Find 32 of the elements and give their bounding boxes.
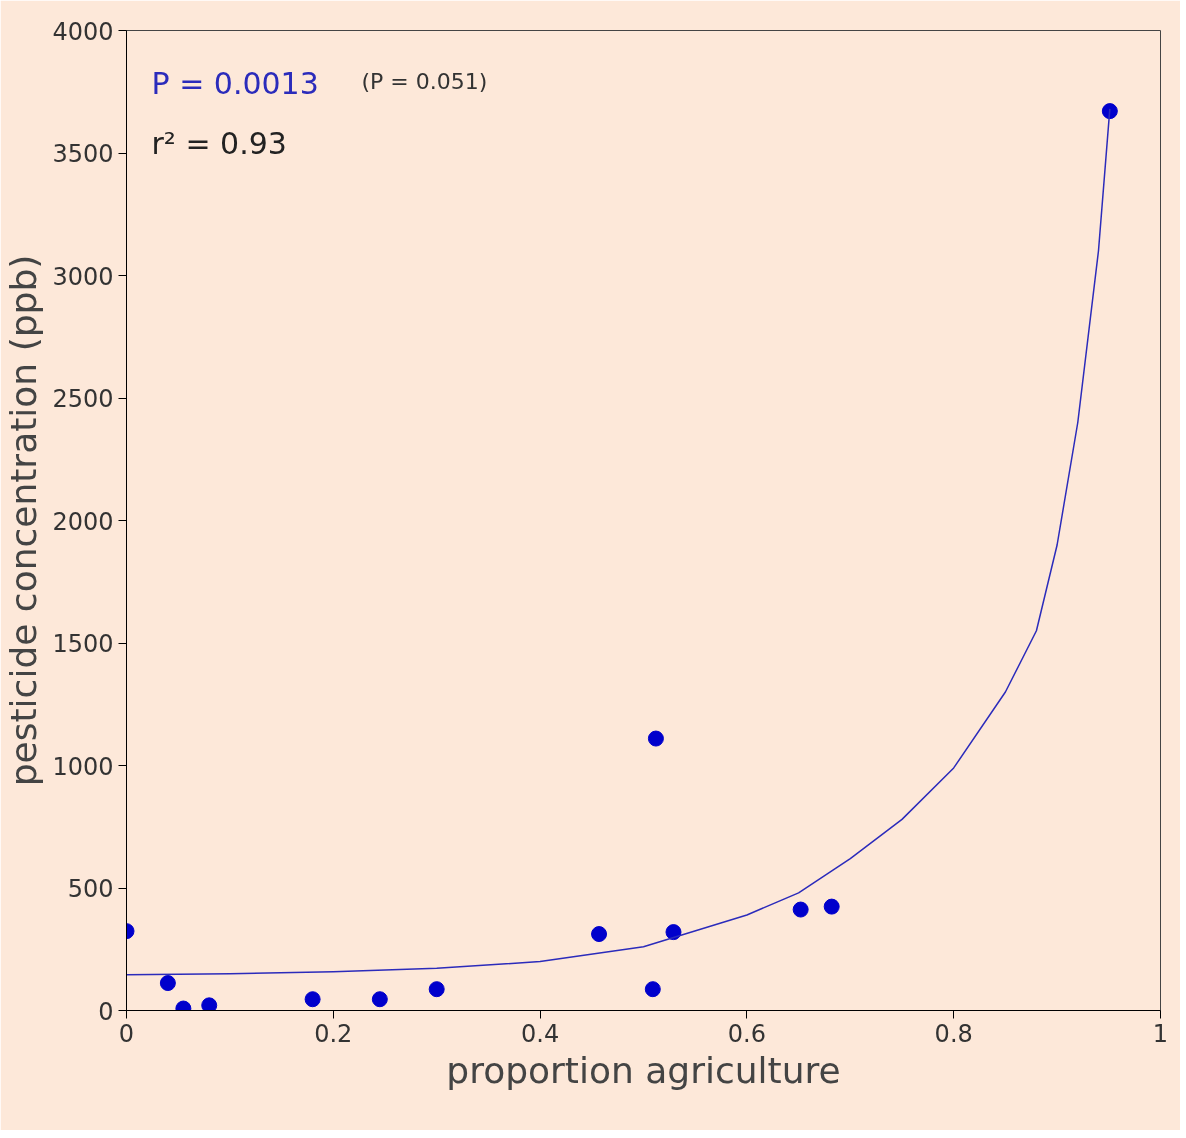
point <box>644 981 661 998</box>
y-tick-label: 3500 <box>52 140 114 168</box>
x-tick-label: 0.6 <box>727 1019 766 1048</box>
y-tick-label: 500 <box>67 875 114 903</box>
x-tick-label: 1 <box>1152 1019 1169 1048</box>
y-tick-label: 2500 <box>52 385 114 413</box>
annotation: r² = 0.93 <box>151 125 287 161</box>
point <box>428 981 445 998</box>
point <box>591 926 608 943</box>
annotation: P = 0.0013 <box>151 65 319 101</box>
y-tick-label: 1500 <box>52 630 114 658</box>
x-tick-label: 0.8 <box>934 1019 973 1048</box>
x-tick-label: 0 <box>118 1019 135 1048</box>
y-tick-label: 4000 <box>52 17 114 46</box>
x-tick-label: 0.4 <box>521 1019 560 1048</box>
point <box>647 730 664 747</box>
point <box>159 975 176 992</box>
annotation: (P = 0.051) <box>361 68 488 94</box>
point <box>665 924 682 941</box>
point <box>823 898 840 915</box>
point <box>304 991 321 1008</box>
x-tick-label: 0.2 <box>314 1019 353 1048</box>
y-tick-label: 0 <box>98 997 114 1026</box>
y-axis-title: pesticide concentration (ppb) <box>3 254 45 787</box>
point <box>1101 103 1118 120</box>
y-tick-label: 1000 <box>52 752 114 781</box>
y-tick-label: 2000 <box>52 507 114 536</box>
point <box>201 997 218 1011</box>
point <box>792 901 809 918</box>
point <box>371 991 388 1008</box>
y-tick-label: 3000 <box>52 262 114 291</box>
x-axis-title: proportion agriculture <box>446 1049 841 1091</box>
